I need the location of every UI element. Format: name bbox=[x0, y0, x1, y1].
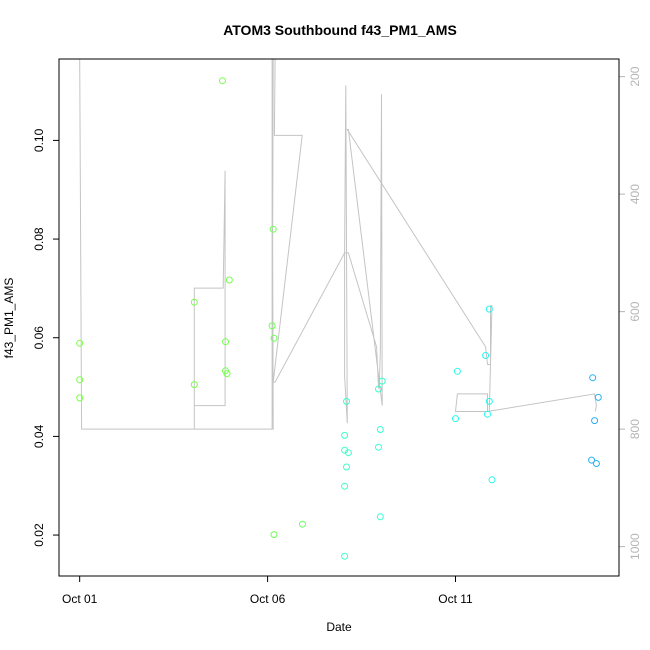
y2-tick-label-1: 400 bbox=[628, 184, 642, 204]
data-point-5 bbox=[219, 77, 226, 85]
data-point-3 bbox=[190, 298, 198, 306]
y-tick-label-0: 0.02 bbox=[32, 523, 46, 547]
data-point-29 bbox=[482, 352, 490, 359]
data-point-12 bbox=[270, 334, 278, 342]
data-point-25 bbox=[375, 443, 382, 451]
data-point-17 bbox=[344, 449, 352, 457]
data-point-1 bbox=[76, 376, 84, 384]
chart-title: ATOM3 Southbound f43_PM1_AMS bbox=[223, 22, 457, 38]
data-point-2 bbox=[76, 394, 84, 402]
data-point-0 bbox=[76, 339, 84, 347]
y2-tick-label-3: 800 bbox=[628, 419, 642, 439]
data-point-35 bbox=[594, 393, 602, 401]
y-tick-label-1: 0.04 bbox=[32, 424, 46, 448]
data-point-23 bbox=[378, 377, 386, 385]
data-point-27 bbox=[453, 367, 461, 375]
data-point-13 bbox=[270, 531, 278, 539]
data-point-20 bbox=[343, 397, 350, 405]
data-point-26 bbox=[376, 513, 384, 521]
x-tick-label-2: Oct 11 bbox=[438, 592, 473, 606]
data-point-21 bbox=[341, 552, 349, 560]
y2-tick-label-0: 200 bbox=[628, 66, 642, 86]
plot-frame bbox=[58, 58, 620, 577]
data-point-10 bbox=[269, 225, 277, 233]
data-point-37 bbox=[588, 456, 596, 464]
y-tick-label-2: 0.06 bbox=[32, 326, 46, 350]
data-point-34 bbox=[589, 374, 597, 382]
data-point-9 bbox=[225, 276, 233, 284]
data-point-15 bbox=[341, 431, 349, 439]
y2-tick-label-2: 600 bbox=[628, 301, 642, 321]
x-axis-label: Date bbox=[326, 620, 352, 634]
data-point-28 bbox=[452, 415, 459, 423]
data-point-14 bbox=[299, 520, 306, 528]
data-point-18 bbox=[343, 463, 350, 471]
data-point-30 bbox=[485, 305, 493, 313]
y-axis-label: f43_PM1_AMS bbox=[2, 278, 16, 359]
data-point-32 bbox=[484, 410, 491, 418]
data-point-31 bbox=[485, 397, 493, 405]
data-point-36 bbox=[591, 417, 599, 425]
y-tick-label-4: 0.10 bbox=[32, 128, 46, 152]
data-point-22 bbox=[375, 385, 382, 393]
data-point-8 bbox=[223, 370, 231, 378]
data-point-6 bbox=[222, 338, 229, 346]
data-point-24 bbox=[376, 426, 384, 433]
y2-tick-label-4: 1000 bbox=[628, 533, 642, 560]
data-point-4 bbox=[190, 381, 198, 389]
data-point-33 bbox=[488, 476, 496, 484]
data-point-11 bbox=[268, 322, 276, 330]
x-tick-label-0: Oct 01 bbox=[62, 592, 98, 606]
altitude-line bbox=[79, 59, 597, 430]
data-point-38 bbox=[592, 460, 600, 467]
data-point-19 bbox=[341, 482, 349, 490]
x-tick-label-1: Oct 06 bbox=[250, 592, 286, 606]
y-tick-label-3: 0.08 bbox=[32, 227, 46, 251]
